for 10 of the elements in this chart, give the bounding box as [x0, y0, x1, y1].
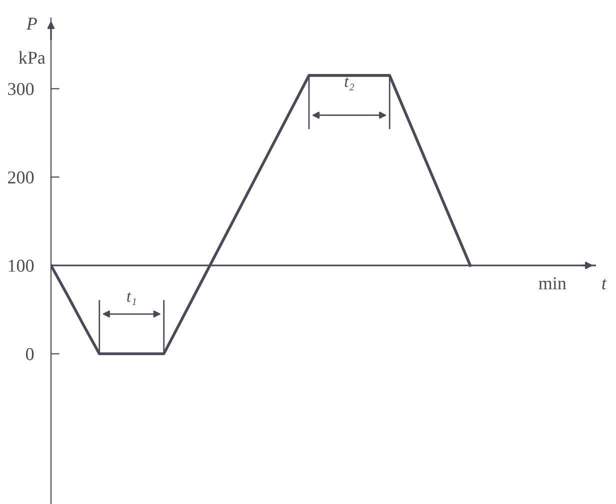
y-tick-label: 100	[8, 260, 34, 272]
y-axis-title: P	[26, 18, 37, 30]
y-tick-label: 0	[26, 348, 34, 360]
annotation: t₂	[344, 78, 354, 90]
annotation: min	[538, 277, 566, 290]
x-axis-title: t	[602, 279, 607, 290]
y-tick-label: 300	[8, 82, 34, 96]
text: kPa	[18, 51, 46, 64]
annotation: t₁	[127, 292, 136, 305]
y-tick-label: 200	[8, 171, 34, 184]
